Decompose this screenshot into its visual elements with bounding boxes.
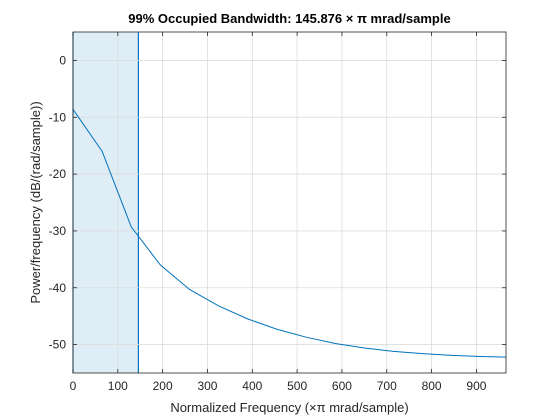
y-axis-label: Power/frequency (dB/(rad/sample)) [28,101,43,303]
series-layer [72,109,507,358]
x-axis-label: Normalized Frequency (×π mrad/sample) [170,400,408,415]
psd-line [72,109,507,358]
tick-layer: 0 100 200 300 400 500 600 700 800 900 0 -10 -20 -30 -4… [49,32,506,393]
y-tick-label: -10 [49,110,67,124]
x-tick-label: 800 [422,379,442,393]
y-tick-label: 0 [59,53,66,67]
y-tick-label: -40 [49,281,67,295]
x-tick-label: 400 [242,379,262,393]
y-tick-label: -20 [49,167,67,181]
y-tick-label: -30 [49,224,67,238]
plot-frame [72,31,507,374]
x-tick-label: 900 [466,379,486,393]
x-tick-label: 300 [197,379,217,393]
occupied-band-layer [72,32,139,373]
x-tick-label: 500 [287,379,307,393]
x-tick-label: 200 [153,379,173,393]
plot-area [73,32,506,373]
occupied-band [73,32,139,373]
chart-title: 99% Occupied Bandwidth: 145.876 × π mrad… [128,11,450,26]
x-tick-label: 0 [70,379,77,393]
x-tick-label: 600 [332,379,352,393]
y-tick-label: -50 [49,338,67,352]
x-tick-label: 100 [108,379,128,393]
x-tick-label: 700 [377,379,397,393]
